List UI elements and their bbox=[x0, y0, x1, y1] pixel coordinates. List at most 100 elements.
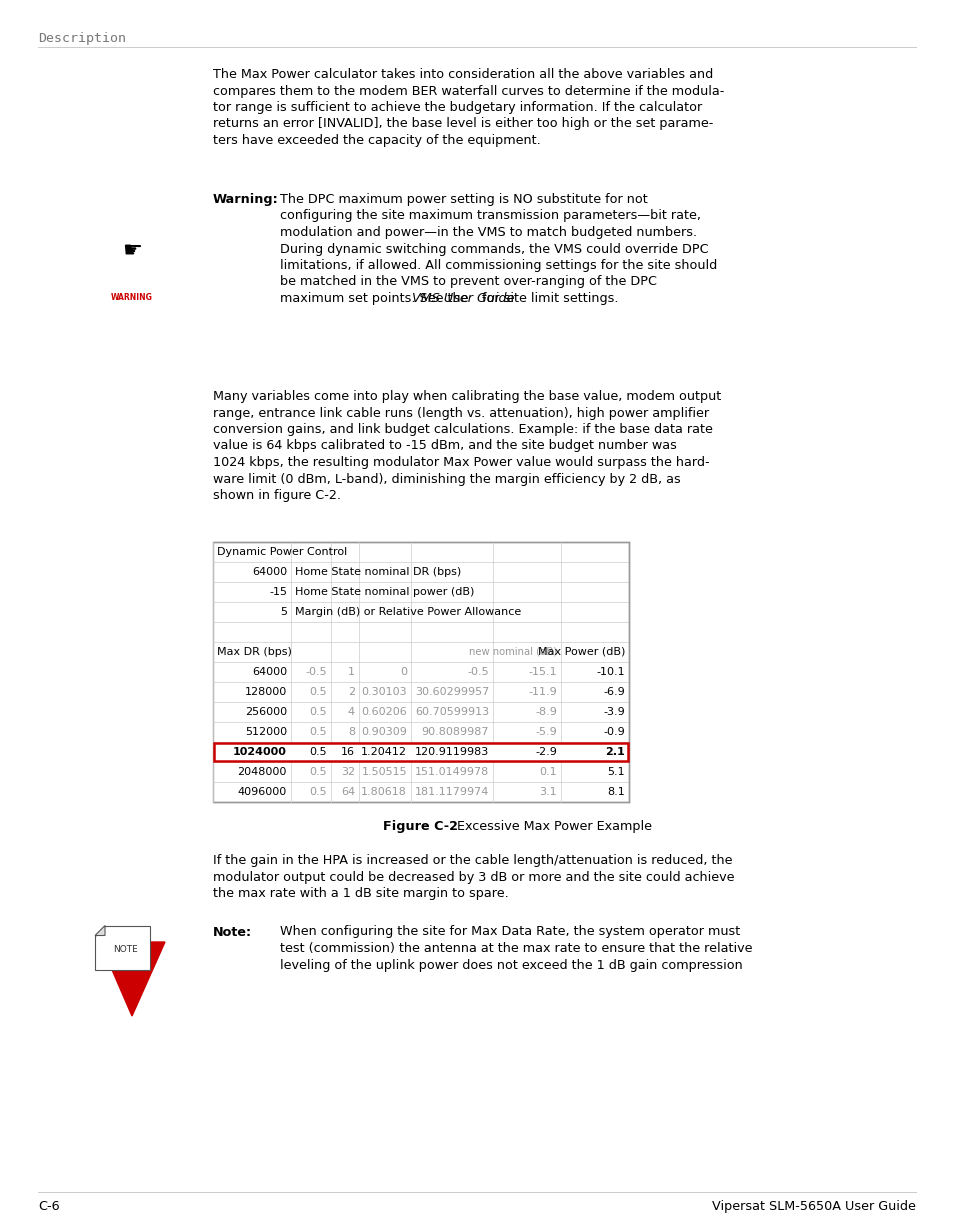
Text: limitations, if allowed. All commissioning settings for the site should: limitations, if allowed. All commissioni… bbox=[280, 259, 717, 272]
Text: ters have exceeded the capacity of the equipment.: ters have exceeded the capacity of the e… bbox=[213, 134, 540, 147]
Bar bbox=[213, 542, 628, 802]
Text: Note:: Note: bbox=[213, 925, 252, 939]
Text: 0.5: 0.5 bbox=[309, 728, 327, 737]
Text: Home State nominal power (dB): Home State nominal power (dB) bbox=[294, 587, 474, 598]
Text: -5.9: -5.9 bbox=[535, 728, 557, 737]
Bar bbox=[213, 744, 627, 761]
Text: test (commission) the antenna at the max rate to ensure that the relative: test (commission) the antenna at the max… bbox=[280, 942, 752, 955]
Text: The Max Power calculator takes into consideration all the above variables and: The Max Power calculator takes into cons… bbox=[213, 67, 713, 81]
Text: -11.9: -11.9 bbox=[528, 687, 557, 697]
Text: Home State nominal DR (bps): Home State nominal DR (bps) bbox=[294, 567, 460, 577]
Text: 3.1: 3.1 bbox=[538, 787, 557, 798]
Text: 1024 kbps, the resulting modulator Max Power value would surpass the hard-: 1024 kbps, the resulting modulator Max P… bbox=[213, 456, 709, 469]
Text: new nominal (dB): new nominal (dB) bbox=[468, 647, 557, 656]
Polygon shape bbox=[95, 925, 150, 969]
Text: 32: 32 bbox=[340, 767, 355, 777]
Text: Warning:: Warning: bbox=[213, 193, 278, 206]
Text: 256000: 256000 bbox=[245, 707, 287, 717]
Text: 181.1179974: 181.1179974 bbox=[415, 787, 489, 798]
Text: -8.9: -8.9 bbox=[535, 707, 557, 717]
Text: leveling of the uplink power does not exceed the 1 dB gain compression: leveling of the uplink power does not ex… bbox=[280, 958, 742, 972]
Text: conversion gains, and link budget calculations. Example: if the base data rate: conversion gains, and link budget calcul… bbox=[213, 423, 712, 436]
Text: 1024000: 1024000 bbox=[233, 747, 287, 757]
Text: Figure C-2: Figure C-2 bbox=[383, 820, 458, 833]
Text: During dynamic switching commands, the VMS could override DPC: During dynamic switching commands, the V… bbox=[280, 243, 708, 255]
Text: 5.1: 5.1 bbox=[607, 767, 624, 777]
Text: ware limit (0 dBm, L-band), diminishing the margin efficiency by 2 dB, as: ware limit (0 dBm, L-band), diminishing … bbox=[213, 472, 680, 486]
Text: 64000: 64000 bbox=[252, 667, 287, 677]
Text: 2: 2 bbox=[348, 687, 355, 697]
Polygon shape bbox=[95, 925, 105, 935]
Text: -0.5: -0.5 bbox=[467, 667, 489, 677]
Text: Description: Description bbox=[38, 32, 126, 45]
Text: 1.50515: 1.50515 bbox=[361, 767, 407, 777]
Text: configuring the site maximum transmission parameters—bit rate,: configuring the site maximum transmissio… bbox=[280, 210, 700, 222]
Text: 151.0149978: 151.0149978 bbox=[415, 767, 489, 777]
Polygon shape bbox=[100, 942, 165, 1016]
Text: range, entrance link cable runs (length vs. attenuation), high power amplifier: range, entrance link cable runs (length … bbox=[213, 406, 708, 420]
Text: Vipersat SLM-5650A User Guide: Vipersat SLM-5650A User Guide bbox=[711, 1200, 915, 1214]
Text: modulator output could be decreased by 3 dB or more and the site could achieve: modulator output could be decreased by 3… bbox=[213, 870, 734, 883]
Text: 0: 0 bbox=[399, 667, 407, 677]
Text: compares them to the modem BER waterfall curves to determine if the modula-: compares them to the modem BER waterfall… bbox=[213, 85, 723, 97]
Text: 8.1: 8.1 bbox=[607, 787, 624, 798]
Text: 16: 16 bbox=[340, 747, 355, 757]
Text: 1.20412: 1.20412 bbox=[360, 747, 407, 757]
Text: 2048000: 2048000 bbox=[237, 767, 287, 777]
Text: 64000: 64000 bbox=[252, 567, 287, 577]
Text: 30.60299957: 30.60299957 bbox=[415, 687, 489, 697]
Text: -3.9: -3.9 bbox=[602, 707, 624, 717]
Text: modulation and power—in the VMS to match budgeted numbers.: modulation and power—in the VMS to match… bbox=[280, 226, 697, 239]
Text: The DPC maximum power setting is NO substitute for not: The DPC maximum power setting is NO subs… bbox=[280, 193, 647, 206]
Text: the max rate with a 1 dB site margin to spare.: the max rate with a 1 dB site margin to … bbox=[213, 887, 508, 899]
Text: -0.9: -0.9 bbox=[602, 728, 624, 737]
Text: C-6: C-6 bbox=[38, 1200, 59, 1214]
Text: ☛: ☛ bbox=[122, 240, 142, 261]
Text: -6.9: -6.9 bbox=[602, 687, 624, 697]
Text: 4096000: 4096000 bbox=[237, 787, 287, 798]
Text: Margin (dB) or Relative Power Allowance: Margin (dB) or Relative Power Allowance bbox=[294, 607, 520, 617]
Text: 512000: 512000 bbox=[245, 728, 287, 737]
Text: 0.5: 0.5 bbox=[309, 707, 327, 717]
Text: 128000: 128000 bbox=[245, 687, 287, 697]
Text: value is 64 kbps calibrated to -15 dBm, and the site budget number was: value is 64 kbps calibrated to -15 dBm, … bbox=[213, 439, 677, 453]
Text: 0.30103: 0.30103 bbox=[361, 687, 407, 697]
Text: 90.8089987: 90.8089987 bbox=[421, 728, 489, 737]
Text: 2.1: 2.1 bbox=[604, 747, 624, 757]
Text: 0.90309: 0.90309 bbox=[361, 728, 407, 737]
Text: maximum set points. See the: maximum set points. See the bbox=[280, 292, 472, 306]
Text: shown in figure C-2.: shown in figure C-2. bbox=[213, 490, 340, 502]
Text: -15.1: -15.1 bbox=[528, 667, 557, 677]
Text: Max DR (bps): Max DR (bps) bbox=[216, 647, 292, 656]
Text: 0.5: 0.5 bbox=[309, 687, 327, 697]
Text: Dynamic Power Control: Dynamic Power Control bbox=[216, 547, 347, 557]
Text: NOTE: NOTE bbox=[113, 945, 138, 955]
Text: Max Power (dB): Max Power (dB) bbox=[537, 647, 624, 656]
Text: -2.9: -2.9 bbox=[535, 747, 557, 757]
Text: WARNING: WARNING bbox=[111, 293, 152, 302]
Text: 8: 8 bbox=[348, 728, 355, 737]
Text: When configuring the site for Max Data Rate, the system operator must: When configuring the site for Max Data R… bbox=[280, 925, 740, 939]
Text: 0.5: 0.5 bbox=[309, 767, 327, 777]
Text: 5: 5 bbox=[280, 607, 287, 617]
Text: 120.9119983: 120.9119983 bbox=[415, 747, 489, 757]
Text: Excessive Max Power Example: Excessive Max Power Example bbox=[449, 820, 651, 833]
Text: 0.1: 0.1 bbox=[538, 767, 557, 777]
Text: tor range is sufficient to achieve the budgetary information. If the calculator: tor range is sufficient to achieve the b… bbox=[213, 101, 701, 114]
Text: returns an error [INVALID], the base level is either too high or the set parame-: returns an error [INVALID], the base lev… bbox=[213, 118, 713, 130]
Text: VMS User Guide: VMS User Guide bbox=[412, 292, 514, 306]
Text: 0.60206: 0.60206 bbox=[361, 707, 407, 717]
Text: 64: 64 bbox=[340, 787, 355, 798]
Text: -10.1: -10.1 bbox=[596, 667, 624, 677]
Text: Many variables come into play when calibrating the base value, modem output: Many variables come into play when calib… bbox=[213, 390, 720, 402]
Text: 4: 4 bbox=[348, 707, 355, 717]
Text: 60.70599913: 60.70599913 bbox=[415, 707, 489, 717]
Text: 0.5: 0.5 bbox=[309, 787, 327, 798]
Text: 0.5: 0.5 bbox=[309, 747, 327, 757]
Text: -0.5: -0.5 bbox=[305, 667, 327, 677]
Text: be matched in the VMS to prevent over-ranging of the DPC: be matched in the VMS to prevent over-ra… bbox=[280, 276, 657, 288]
Text: 1.80618: 1.80618 bbox=[361, 787, 407, 798]
Text: 1: 1 bbox=[348, 667, 355, 677]
Text: -15: -15 bbox=[269, 587, 287, 598]
Text: for site limit settings.: for site limit settings. bbox=[477, 292, 618, 306]
